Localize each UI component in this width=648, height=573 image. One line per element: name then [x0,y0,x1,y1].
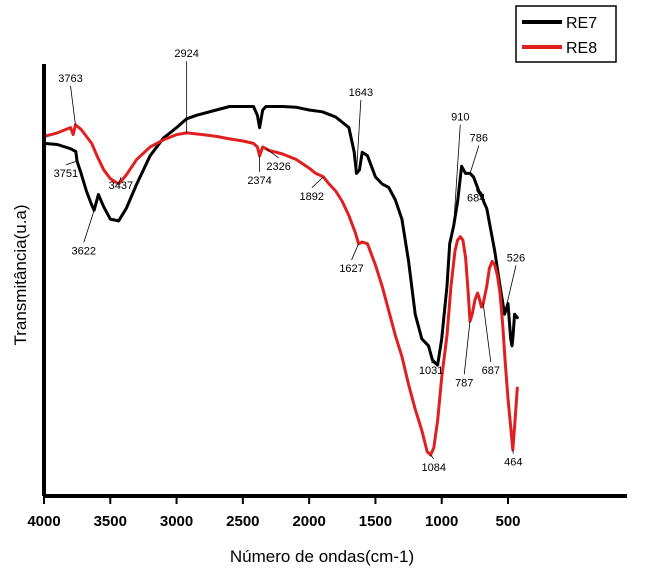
annotation-label-1643: 1643 [349,87,373,99]
annotation-label-2924: 2924 [174,48,198,60]
annotation-label-3622: 3622 [72,245,96,257]
annotation-label-464: 464 [504,457,522,469]
annotation-leader-684 [475,189,484,202]
annotation-leader-3763 [70,85,76,125]
annotation-label-1627: 1627 [339,263,363,275]
x-axis-title: Número de ondas(cm-1) [230,547,414,566]
annotation-label-3751: 3751 [54,168,78,180]
legend-box [515,5,617,63]
y-axis-title: Transmitância(u.a) [11,204,30,345]
x-tick-label-3000: 3000 [160,513,193,530]
annotation-label-2326: 2326 [266,161,290,173]
x-tick-label-2000: 2000 [292,513,325,530]
annotation-leader-786 [469,145,480,174]
x-tick-label-1000: 1000 [425,513,458,530]
annotation-label-526: 526 [507,252,525,264]
x-tick-label-500: 500 [495,513,520,530]
annotation-leader-787 [463,321,471,375]
annotation-label-1892: 1892 [300,191,324,203]
legend-label-re7: RE7 [566,15,597,32]
x-tick-label-3500: 3500 [94,513,127,530]
annotation-leader-1892 [311,176,324,189]
annotation-label-1031: 1031 [419,365,443,377]
series-line-re8 [42,123,519,457]
annotation-leader-1627 [351,243,359,261]
annotation-label-3763: 3763 [58,73,82,85]
x-tick-label-4000: 4000 [27,513,60,530]
annotation-leader-910 [453,124,461,227]
annotation-label-684: 684 [467,193,485,205]
annotation-leader-464 [512,449,514,454]
annotation-label-3437: 3437 [109,180,133,192]
annotation-leader-1643 [356,99,362,174]
x-ticks: 4000 3500 3000 2500 2000 1500 1000 500 [27,496,521,530]
x-tick-label-1500: 1500 [359,513,392,530]
x-tick-label-2500: 2500 [226,513,259,530]
annotation-label-910: 910 [451,112,469,124]
annotation-leader-1031 [430,361,438,366]
series-line-re7 [42,105,519,367]
annotation-label-1084: 1084 [422,462,446,474]
annotation-leader-687 [482,303,492,363]
annotation-leader-2326 [265,148,279,159]
annotation-leader-1084 [430,454,435,460]
annotation-leader-526 [504,265,517,315]
annotation-label-787: 787 [455,377,473,389]
annotation-label-687: 687 [482,365,500,377]
peak-annotations: 3763 3751 3622 3437 2924 2374 2326 1892 1643 1627… [54,48,526,474]
annotation-label-786: 786 [470,133,488,145]
plot-area [42,105,519,457]
annotation-leader-3437 [118,177,122,185]
annotation-leader-3622 [83,210,95,243]
annotation-label-2374: 2374 [247,175,271,187]
annotation-leader-3751 [65,160,78,166]
legend-label-re8: RE8 [566,40,597,57]
